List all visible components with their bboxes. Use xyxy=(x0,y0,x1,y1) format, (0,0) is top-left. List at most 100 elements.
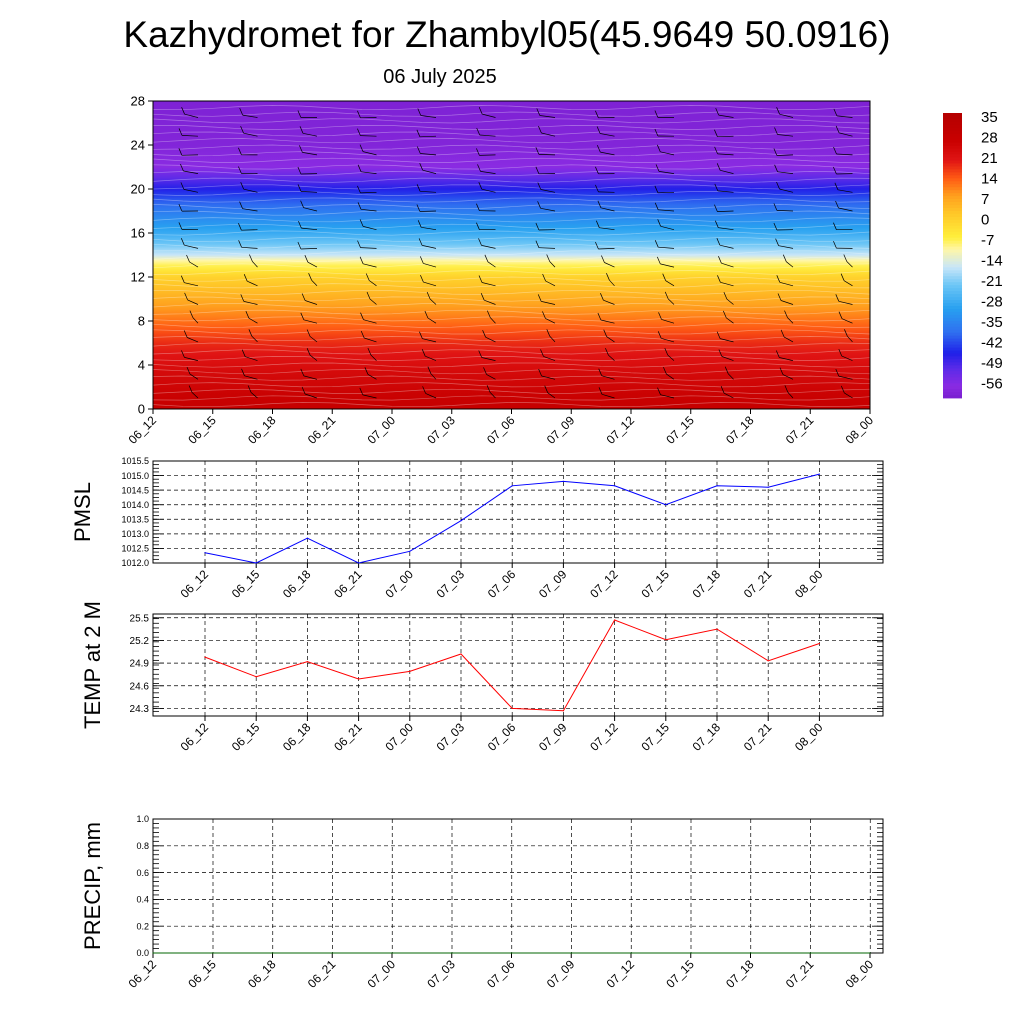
wind-barb xyxy=(360,135,377,137)
y-tick-label: 8 xyxy=(138,314,145,329)
y-tick-label: 25.2 xyxy=(130,636,150,647)
wind-barb-flag xyxy=(421,349,426,357)
wind-barb-flag xyxy=(595,166,599,174)
wind-barb xyxy=(777,134,794,137)
wind-barb xyxy=(489,392,496,399)
y-tick-label: 1013.5 xyxy=(121,515,149,525)
wind-barb xyxy=(183,189,199,193)
colorbar-segment xyxy=(943,175,962,179)
y-tick-label: 1015.5 xyxy=(121,456,149,466)
wind-barb xyxy=(661,319,675,324)
wind-barb xyxy=(368,280,377,287)
colorbar-segment xyxy=(943,297,962,301)
wind-barb xyxy=(836,115,853,118)
colorbar-segment xyxy=(943,216,962,221)
wind-barb-flag xyxy=(186,254,190,263)
wind-barb xyxy=(364,337,377,343)
x-tick-label: 06_18 xyxy=(245,413,279,447)
y-tick-label: 1013.0 xyxy=(121,529,149,539)
wind-barb xyxy=(846,261,853,268)
wind-barb-flag xyxy=(716,163,721,171)
wind-barb-flag xyxy=(843,254,848,262)
wind-barb xyxy=(776,210,794,212)
wind-barb-flag xyxy=(306,348,311,356)
plot-frame xyxy=(152,460,884,564)
colorbar-segment xyxy=(943,261,962,265)
wind-barb-flag xyxy=(477,164,481,172)
colorbar-segment xyxy=(943,335,962,340)
wind-barb xyxy=(599,227,615,231)
data-point xyxy=(271,952,274,954)
grid xyxy=(153,460,883,564)
wind-barb-flag xyxy=(417,220,422,228)
colorbar-segment xyxy=(943,386,962,390)
colorbar-segment xyxy=(943,124,962,129)
y-tick-label: 0.8 xyxy=(136,841,149,851)
wind-barb xyxy=(189,373,199,380)
wind-barb-flag xyxy=(833,240,837,249)
cross-section-panel: 0 4 8 12 16 20 24 28 06_12 06_15 06_18 06_21 07_00 07… xyxy=(126,94,877,447)
y-axis-label: TEMP at 2 M xyxy=(80,601,105,729)
minor-ticks xyxy=(153,460,883,564)
wind-barb xyxy=(481,357,496,361)
x-tick-label: 08_00 xyxy=(843,957,877,991)
x-tick-label: 07_09 xyxy=(544,957,578,991)
plot-frame xyxy=(152,613,884,717)
x-tick-label: 07_18 xyxy=(723,957,757,991)
colorbar-label: -21 xyxy=(981,273,1003,290)
colorbar-segment xyxy=(943,279,962,283)
wind-barb-flag xyxy=(656,144,661,152)
x-tick-label: 07_00 xyxy=(382,567,416,601)
wind-barb-flag xyxy=(838,311,843,319)
wind-barb xyxy=(363,319,377,324)
wind-barb xyxy=(429,298,437,305)
wind-barb-flag xyxy=(417,108,422,116)
wind-barb xyxy=(838,207,853,212)
wind-barb-flag xyxy=(840,385,845,394)
data-point xyxy=(614,619,616,621)
wind-barb xyxy=(779,113,794,118)
wind-barb xyxy=(480,171,496,174)
wind-barb-flag xyxy=(538,368,542,377)
wind-barb-flag xyxy=(595,110,599,118)
wind-barb-flag xyxy=(297,110,302,118)
colorbar-label: 21 xyxy=(981,150,998,167)
x-tick-label: 06_18 xyxy=(280,720,314,754)
wind-barb-flag xyxy=(656,256,661,265)
wind-barb xyxy=(181,135,199,137)
colorbar-segment xyxy=(943,139,962,144)
colorbar-segment xyxy=(943,368,962,372)
y-tick-label: 0.6 xyxy=(136,868,149,878)
data-point xyxy=(818,642,821,645)
wind-barb-flag xyxy=(238,240,242,248)
wind-barb-flag xyxy=(774,164,778,172)
wind-barb xyxy=(601,375,615,380)
wind-barb-flag xyxy=(478,106,483,115)
wind-barb-flag xyxy=(597,312,602,321)
data-point xyxy=(767,486,769,488)
wind-barb xyxy=(666,373,675,380)
wind-barb xyxy=(309,354,318,361)
wind-barb xyxy=(243,188,258,193)
colorbar-segment xyxy=(943,181,962,185)
wind-barb-flag xyxy=(359,256,364,264)
colorbar-segment xyxy=(943,303,962,307)
wind-barb-flag xyxy=(714,146,718,155)
data-point xyxy=(716,628,718,630)
wind-barb-flag xyxy=(478,182,483,190)
wind-barb xyxy=(187,337,199,343)
wind-barb-flag xyxy=(657,331,662,339)
colorbar-label: 28 xyxy=(981,130,998,147)
wind-barb-flag xyxy=(714,220,719,228)
wind-barb xyxy=(717,210,734,212)
colorbar-segment xyxy=(943,166,962,170)
y-tick-label: 0.2 xyxy=(136,921,149,931)
x-tick-label: 07_18 xyxy=(690,567,724,601)
colorbar-segment xyxy=(943,288,962,292)
wind-barb-flag xyxy=(427,366,432,374)
colorbar-segment xyxy=(943,383,962,387)
wind-barb-flag xyxy=(299,126,304,134)
colorbar-segment xyxy=(943,347,962,351)
wind-barb-flag xyxy=(300,368,305,377)
x-tick-label: 07_21 xyxy=(783,413,817,447)
